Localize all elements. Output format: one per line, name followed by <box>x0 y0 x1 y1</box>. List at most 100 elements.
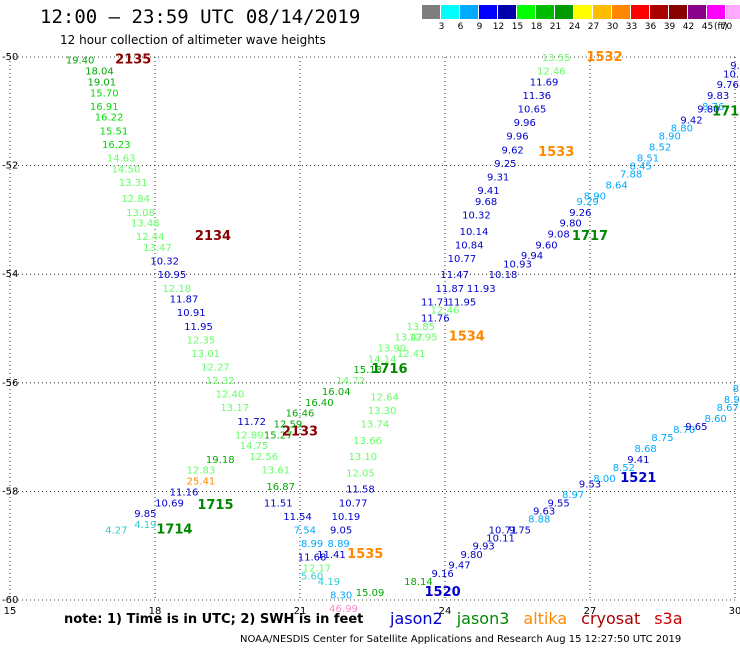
wave-height-label: 9.80 <box>560 219 582 230</box>
wave-height-label: 12.27 <box>201 363 230 374</box>
color-scale-label: 39 <box>663 22 676 32</box>
wave-height-label: 13.74 <box>361 420 390 431</box>
color-swatch <box>555 5 574 19</box>
wave-height-label: 10.32 <box>462 210 491 221</box>
wave-height-label: 13.10 <box>349 452 378 463</box>
wave-height-label: 14.75 <box>240 441 269 452</box>
wave-height-label: 9.41 <box>477 186 499 197</box>
wave-height-label: 9.53 <box>579 479 601 490</box>
wave-height-label: 11.87 <box>436 284 465 295</box>
wave-height-label: 8.70 <box>673 425 695 436</box>
color-scale-label: 3 <box>438 22 445 32</box>
color-swatch <box>517 5 536 19</box>
color-scale-label: 36 <box>644 22 657 32</box>
color-scale-label: 24 <box>568 22 581 32</box>
page-title: 12:00 – 23:59 UTC 08/14/2019 <box>40 6 361 28</box>
wave-height-label: 15.27 <box>264 430 293 441</box>
wave-height-label: 9.80 <box>697 105 719 116</box>
wave-height-label: 13.47 <box>394 333 423 344</box>
wave-height-label: 9.25 <box>494 159 516 170</box>
wave-height-label: 13.01 <box>191 349 220 360</box>
wave-height-label: 14.50 <box>112 164 141 175</box>
wave-height-label: 7.88 <box>620 170 642 181</box>
wave-height-label: 9.29 <box>576 197 598 208</box>
legend-cryosat: cryosat <box>581 609 641 628</box>
color-swatch <box>422 5 441 19</box>
color-swatch <box>631 5 650 19</box>
wave-height-label: 9.08 <box>547 229 569 240</box>
color-scale-label: 27 <box>587 22 600 32</box>
wave-height-label: 8. <box>733 384 740 395</box>
color-scale-label: 21 <box>549 22 562 32</box>
wave-height-label: 12.41 <box>397 349 426 360</box>
pass-time-label: 1520 <box>424 585 460 600</box>
y-tick-label: -56 <box>2 378 18 389</box>
footnote: note: 1) Time is in UTC; 2) SWH is in fe… <box>64 612 364 627</box>
color-swatch <box>669 5 688 19</box>
wave-height-label: 19.18 <box>206 455 235 466</box>
color-swatch <box>574 5 593 19</box>
color-swatch <box>612 5 631 19</box>
x-tick-label: 24 <box>439 606 452 617</box>
legend-altika: altika <box>523 609 568 628</box>
wave-height-label: 9.80 <box>460 550 482 561</box>
legend-jason2: jason2 <box>390 609 443 628</box>
wave-height-label: 14.63 <box>107 153 136 164</box>
wave-height-label: 9.42 <box>680 115 702 126</box>
wave-height-label: 16.22 <box>95 113 124 124</box>
wave-height-label: 12.56 <box>249 452 278 463</box>
wave-height-label: 11.93 <box>467 284 496 295</box>
wave-height-label: 13.08 <box>126 208 155 219</box>
color-swatch <box>479 5 498 19</box>
color-swatch <box>593 5 612 19</box>
wave-height-label: 8.52 <box>649 143 671 154</box>
y-tick-label: -54 <box>2 269 18 280</box>
color-scale-label: 15 <box>511 22 524 32</box>
satellite-legend: jason2 jason3 altika cryosat s3a <box>390 609 683 628</box>
x-tick-label: 15 <box>4 606 17 617</box>
wave-height-label: 10.91 <box>177 308 206 319</box>
wave-height-label: 10.32 <box>150 257 179 268</box>
wave-height-label: 10.69 <box>155 498 184 509</box>
wave-height-label: 10.77 <box>448 254 477 265</box>
wave-height-label: 15.51 <box>100 126 129 137</box>
wave-height-label: 9.94 <box>521 251 543 262</box>
pass-time-label: 1716 <box>371 362 407 377</box>
wave-height-label: 12.59 <box>274 420 303 431</box>
wave-height-label: 9.63 <box>533 506 555 517</box>
grid <box>9 56 736 601</box>
wave-height-label: 8.30 <box>330 591 352 602</box>
pass-time-label: 1532 <box>586 50 622 65</box>
wave-height-label: 11.95 <box>184 322 213 333</box>
wave-height-label: 8.89 <box>328 539 350 550</box>
wave-height-label: 12.84 <box>121 194 150 205</box>
wave-height-label: 8.60 <box>705 414 727 425</box>
wave-height-label: 8.67 <box>717 403 739 414</box>
wave-height-label: 10.19 <box>332 512 361 523</box>
wave-height-label: 10.77 <box>339 498 368 509</box>
wave-height-label: 11.95 <box>448 297 477 308</box>
wave-height-label: 8.99 <box>301 539 323 550</box>
wave-height-label: 9.16 <box>431 569 453 580</box>
color-swatch <box>707 5 726 19</box>
color-swatch <box>688 5 707 19</box>
wave-height-label: 13.61 <box>262 466 291 477</box>
y-tick-label: -50 <box>2 52 18 63</box>
wave-height-label: 11.76 <box>421 314 450 325</box>
wave-height-label: 8.90 <box>659 132 681 143</box>
wave-height-label: 9.05 <box>330 525 352 536</box>
color-scale-labels: 3 6 9 12 15 18 21 24 27 30 33 36 39 42 45 70 <box>422 22 736 32</box>
wave-height-label: 8.76 <box>702 102 724 113</box>
wave-height-label: 11.51 <box>264 498 293 509</box>
legend-s3a: s3a <box>654 609 683 628</box>
wave-height-label: 8.68 <box>634 444 656 455</box>
wave-height-label: 14.72 <box>336 376 365 387</box>
wave-height-label: 10.11 <box>486 534 515 545</box>
wave-height-label: 13.30 <box>368 406 397 417</box>
color-scale-label: 42 <box>682 22 695 32</box>
wave-height-label: 16.40 <box>305 398 334 409</box>
wave-height-label: 12.17 <box>303 563 332 574</box>
wave-height-label: 8.64 <box>605 181 627 192</box>
wave-height-label: 8.88 <box>528 515 550 526</box>
credit-line: NOAA/NESDIS Center for Satellite Applica… <box>240 634 682 645</box>
